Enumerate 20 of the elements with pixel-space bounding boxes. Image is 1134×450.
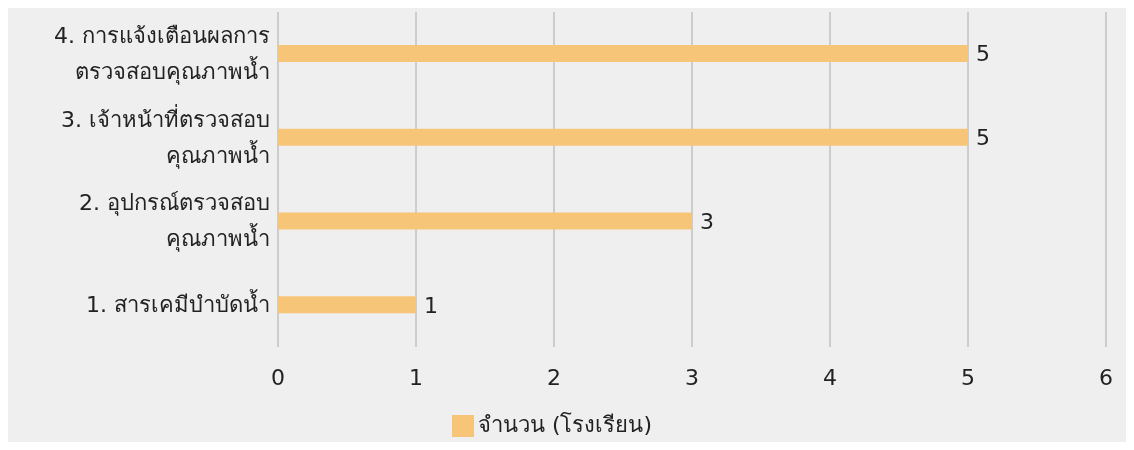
x-tick-label: 5 bbox=[961, 364, 975, 390]
y-tick-label: 4. การแจ้งเตือนผลการ ตรวจสอบคุณภาพน้ำ bbox=[54, 22, 270, 85]
x-tick-label: 2 bbox=[547, 364, 561, 390]
x-tick-label: 1 bbox=[409, 364, 423, 390]
bar bbox=[278, 212, 692, 230]
x-tick-label: 6 bbox=[1099, 364, 1113, 390]
y-tick-label: 2. อุปกรณ์ตรวจสอบ คุณภาพน้ำ bbox=[79, 190, 270, 253]
legend-label: จำนวน (โรงเรียน) bbox=[477, 412, 653, 437]
x-tick-label: 3 bbox=[685, 364, 699, 390]
y-tick-label: 3. เจ้าหน้าที่ตรวจสอบ คุณภาพน้ำ bbox=[61, 103, 270, 169]
data-label: 5 bbox=[976, 41, 990, 67]
x-tick-label: 4 bbox=[823, 364, 837, 390]
x-tick-label: 0 bbox=[271, 364, 285, 390]
bar bbox=[278, 45, 968, 62]
bar bbox=[278, 296, 416, 314]
data-label: 3 bbox=[700, 208, 714, 234]
y-tick-label: 1. สารเคมีบำบัดน้ำ bbox=[86, 289, 270, 318]
data-label: 1 bbox=[424, 292, 438, 318]
bar bbox=[278, 128, 968, 146]
data-label: 5 bbox=[976, 125, 990, 151]
